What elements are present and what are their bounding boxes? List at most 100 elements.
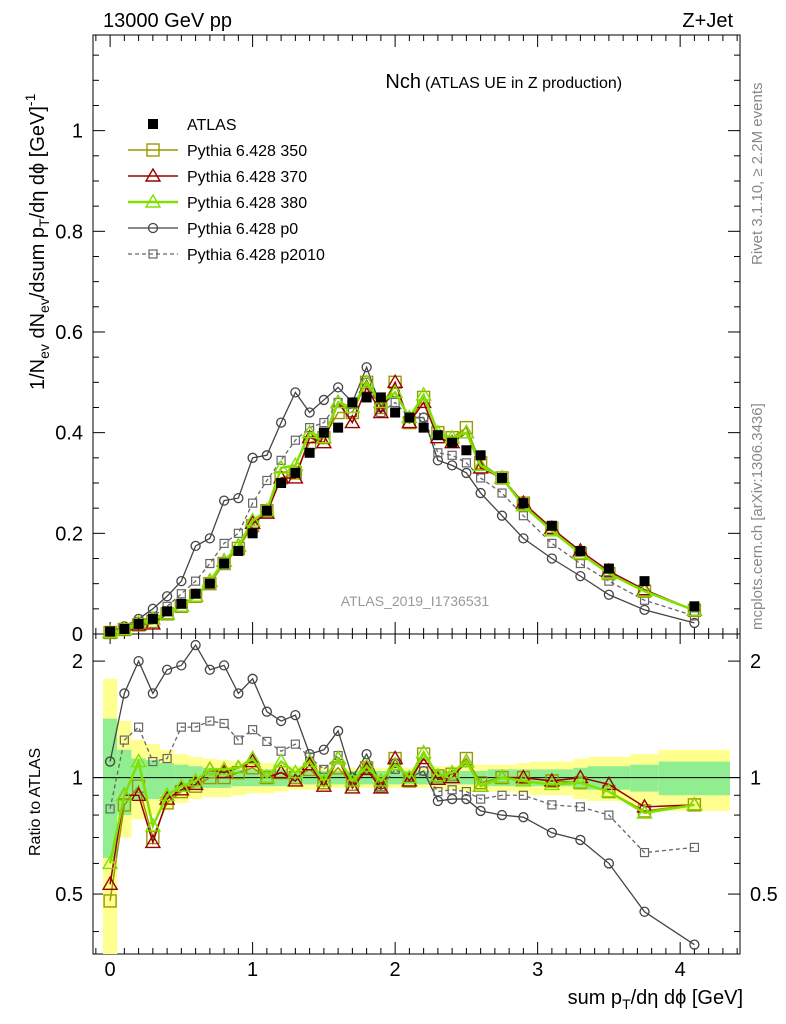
data-point-main-atlas [361,392,372,403]
data-point-ratio-p0 [518,812,529,823]
data-point-main-p380 [244,512,261,527]
data-point-ratio-p2010 [447,785,457,795]
data-point-main-p0 [689,617,700,629]
data-point-ratio-p370 [215,764,233,779]
data-point-ratio-p2010 [433,786,443,797]
x-tick-label: 3 [532,959,543,981]
ratio-tick-label-right: 2 [750,651,761,673]
data-point-main-p2010 [433,448,443,458]
data-point-ratio-p380 [158,786,176,801]
legend-marker-p2010 [148,249,158,259]
y-tick-label-main: 0 [72,624,83,646]
data-point-main-p2010 [205,558,215,569]
data-point-main-p370 [386,373,404,389]
ratio-band-inner [145,760,160,800]
data-point-main-p2010 [390,397,400,408]
axis-layer: 0 1 2 3 4 0 0.2 0.4 0.6 0.8 1 0.5 0.5 1 1 2 2 [55,35,778,981]
legend-marker-p350 [146,143,160,157]
data-point-ratio-p0 [119,688,130,699]
data-point-main-p0 [446,460,458,471]
data-point-main-p0 [218,495,230,506]
y-tick-label-main: 0.6 [55,322,83,344]
data-point-main-atlas [347,397,358,408]
data-point-main-p0 [318,394,330,406]
data-point-main-p0 [475,487,486,499]
data-point-ratio-p0 [546,827,558,838]
data-point-ratio-p380 [429,767,447,782]
data-point-ratio-p0 [461,793,472,805]
data-point-main-p0 [247,452,258,463]
data-point-ratio-p380 [344,772,361,787]
data-point-main-atlas [497,472,508,483]
legend-marker-p0 [147,222,159,234]
data-point-ratio-p370 [543,772,561,787]
data-point-main-p370 [301,429,318,444]
data-point-main-atlas [461,445,472,456]
legend-marker-atlas [148,119,158,129]
data-point-main-p2010 [219,538,229,548]
data-point-main-p0 [332,382,344,393]
data-point-ratio-p370 [429,770,447,785]
series-line-main-p0 [109,365,695,633]
data-point-ratio-p370 [315,777,333,792]
ratio-uncertainty-bands [102,678,731,954]
legend-label-p350: Pythia 6.428 350 [187,143,307,160]
data-point-main-atlas [689,601,700,612]
data-point-ratio-p370 [101,875,119,890]
data-point-ratio-p380 [116,786,133,801]
x-tick-label: 1 [247,959,258,981]
data-point-main-p380 [358,373,375,389]
data-point-main-atlas [219,558,230,569]
data-point-main-p2010 [176,589,186,599]
data-point-ratio-p380 [572,774,589,789]
data-point-ratio-p380 [201,760,219,776]
data-point-ratio-p0 [318,744,330,755]
data-point-ratio-p380 [187,772,204,787]
data-point-main-atlas [575,545,586,556]
data-point-ratio-p2010 [233,735,243,745]
data-point-ratio-p350 [317,775,331,790]
data-point-ratio-p2010 [191,722,201,732]
data-point-main-p0 [639,604,650,615]
data-point-ratio-p0 [275,715,287,727]
plot-title-sub: (ATLAS UE in Z production) [425,75,622,92]
data-point-main-p2010 [262,475,272,486]
data-point-main-atlas [204,578,215,589]
analysis-label: ATLAS_2019_I1736531 [341,593,490,609]
data-point-main-p0 [233,492,244,504]
data-point-ratio-p380 [472,777,489,792]
data-point-main-atlas [261,505,272,516]
data-point-main-atlas [475,450,486,461]
series-line-main-p2010 [109,380,695,633]
data-point-ratio-p2010 [639,847,650,858]
data-point-ratio-p370 [372,779,390,794]
data-point-ratio-p350 [459,751,474,766]
data-point-main-p2010 [290,435,300,445]
data-point-ratio-p2010 [604,810,614,820]
data-point-ratio-p2010 [476,794,486,804]
data-point-ratio-p380 [386,756,404,771]
data-point-ratio-p380 [230,759,247,774]
x-tick-label: 4 [675,959,686,981]
data-point-main-atlas [418,422,429,433]
data-point-main-p0 [518,533,529,544]
y-tick-label-main: 1 [72,121,83,143]
data-point-main-atlas [639,576,650,587]
data-point-ratio-p0 [147,688,159,699]
data-point-ratio-p0 [104,756,116,767]
data-point-ratio-p2010 [518,790,528,800]
side-label-rivet: Rivet 3.1.10, ≥ 2.2M events [749,83,766,266]
data-point-main-p2010 [276,455,286,465]
data-point-ratio-p380 [258,769,276,784]
data-point-main-p2010 [319,417,329,428]
data-point-ratio-p2010 [575,802,585,812]
data-point-main-p2010 [604,576,614,586]
data-point-ratio-p380 [636,804,653,819]
data-point-ratio-p380 [287,764,304,779]
main-series-layer [101,362,703,640]
data-point-ratio-p380 [244,750,261,765]
data-point-ratio-p0 [575,834,586,846]
data-point-ratio-p380 [515,772,532,787]
ratio-band-inner [658,761,731,796]
data-point-main-p2010 [233,528,243,538]
